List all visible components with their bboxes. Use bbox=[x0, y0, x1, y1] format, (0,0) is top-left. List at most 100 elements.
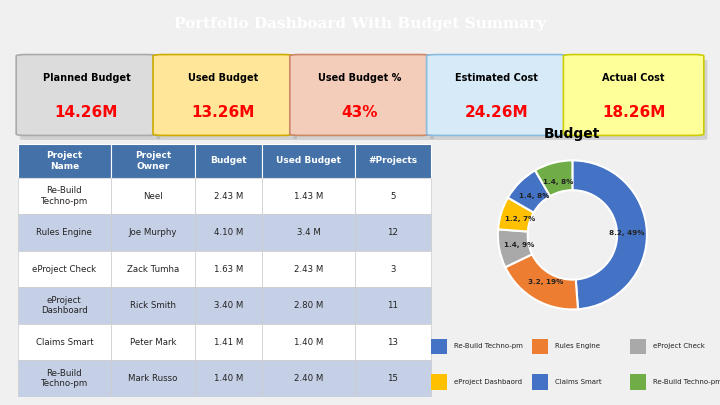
Text: Project
Owner: Project Owner bbox=[135, 151, 171, 171]
Text: 1.40 M: 1.40 M bbox=[214, 374, 243, 383]
Bar bbox=[262, 144, 355, 178]
Wedge shape bbox=[498, 229, 532, 267]
Text: Planned Budget: Planned Budget bbox=[42, 73, 130, 83]
Text: Project
Name: Project Name bbox=[46, 151, 83, 171]
FancyBboxPatch shape bbox=[289, 55, 430, 135]
Text: Re-Build
Techno-pm: Re-Build Techno-pm bbox=[41, 186, 88, 206]
FancyBboxPatch shape bbox=[294, 59, 433, 140]
Text: 1.4, 9%: 1.4, 9% bbox=[504, 242, 534, 248]
Text: Joe Murphy: Joe Murphy bbox=[129, 228, 177, 237]
Text: 13: 13 bbox=[387, 338, 398, 347]
FancyBboxPatch shape bbox=[431, 59, 571, 140]
FancyBboxPatch shape bbox=[563, 55, 704, 135]
Text: Rick Smith: Rick Smith bbox=[130, 301, 176, 310]
Bar bbox=[111, 288, 195, 324]
Bar bbox=[111, 251, 195, 288]
Bar bbox=[111, 144, 195, 178]
Text: 2.43 M: 2.43 M bbox=[214, 192, 243, 201]
Text: Peter Mark: Peter Mark bbox=[130, 338, 176, 347]
Text: 11: 11 bbox=[387, 301, 398, 310]
Bar bbox=[195, 144, 262, 178]
Text: Rules Engine: Rules Engine bbox=[555, 343, 600, 350]
Text: 4.10 M: 4.10 M bbox=[214, 228, 243, 237]
Bar bbox=[532, 339, 548, 354]
Wedge shape bbox=[508, 171, 550, 213]
Text: #Projects: #Projects bbox=[369, 156, 418, 165]
Text: Used Budget %: Used Budget % bbox=[318, 73, 402, 83]
Text: 1.4, 8%: 1.4, 8% bbox=[543, 179, 574, 185]
Text: 13.26M: 13.26M bbox=[192, 104, 255, 119]
Bar bbox=[355, 214, 431, 251]
Wedge shape bbox=[572, 160, 647, 309]
FancyBboxPatch shape bbox=[19, 59, 160, 140]
Title: Budget: Budget bbox=[544, 127, 600, 141]
Bar bbox=[18, 214, 111, 251]
Bar bbox=[111, 214, 195, 251]
Text: Used Budget: Used Budget bbox=[276, 156, 341, 165]
FancyBboxPatch shape bbox=[153, 55, 294, 135]
Text: 1.2, 7%: 1.2, 7% bbox=[505, 216, 536, 222]
Text: Estimated Cost: Estimated Cost bbox=[455, 73, 539, 83]
Bar bbox=[355, 178, 431, 214]
Text: Mark Russo: Mark Russo bbox=[128, 374, 177, 383]
Text: 1.4, 8%: 1.4, 8% bbox=[518, 194, 549, 199]
Text: Re-Build
Techno-pm: Re-Build Techno-pm bbox=[41, 369, 88, 388]
Text: 3.4 M: 3.4 M bbox=[297, 228, 320, 237]
Bar bbox=[355, 288, 431, 324]
Text: 12: 12 bbox=[387, 228, 398, 237]
Text: 2.80 M: 2.80 M bbox=[294, 301, 323, 310]
FancyBboxPatch shape bbox=[567, 59, 707, 140]
Bar bbox=[262, 324, 355, 360]
Bar bbox=[262, 214, 355, 251]
Text: 14.26M: 14.26M bbox=[55, 104, 118, 119]
Text: 2.40 M: 2.40 M bbox=[294, 374, 323, 383]
Bar bbox=[195, 251, 262, 288]
Text: 3.2, 19%: 3.2, 19% bbox=[528, 279, 563, 285]
Text: 5: 5 bbox=[390, 192, 395, 201]
Bar bbox=[18, 144, 111, 178]
Bar bbox=[262, 288, 355, 324]
Bar bbox=[355, 360, 431, 397]
Text: Rules Engine: Rules Engine bbox=[37, 228, 92, 237]
Text: Zack Tumha: Zack Tumha bbox=[127, 265, 179, 274]
Text: 3: 3 bbox=[390, 265, 395, 274]
FancyBboxPatch shape bbox=[426, 55, 567, 135]
Text: Re-Build Techno-pm: Re-Build Techno-pm bbox=[653, 379, 720, 385]
Text: Budget: Budget bbox=[210, 156, 247, 165]
Bar bbox=[262, 251, 355, 288]
Bar bbox=[431, 374, 447, 390]
Bar bbox=[111, 178, 195, 214]
Text: 24.26M: 24.26M bbox=[465, 104, 528, 119]
Bar bbox=[18, 251, 111, 288]
Text: Neel: Neel bbox=[143, 192, 163, 201]
Text: 1.43 M: 1.43 M bbox=[294, 192, 323, 201]
Wedge shape bbox=[505, 254, 578, 309]
Bar bbox=[262, 178, 355, 214]
Text: 15: 15 bbox=[387, 374, 398, 383]
Bar bbox=[18, 360, 111, 397]
Bar bbox=[355, 324, 431, 360]
Wedge shape bbox=[535, 160, 572, 196]
Bar bbox=[195, 214, 262, 251]
FancyBboxPatch shape bbox=[156, 59, 297, 140]
Text: eProject Check: eProject Check bbox=[653, 343, 705, 350]
Bar bbox=[18, 178, 111, 214]
Bar bbox=[195, 360, 262, 397]
Bar bbox=[18, 288, 111, 324]
Text: Re-Build Techno-pm: Re-Build Techno-pm bbox=[454, 343, 523, 350]
Bar bbox=[630, 339, 646, 354]
Text: eProject
Dashboard: eProject Dashboard bbox=[41, 296, 88, 315]
Bar bbox=[532, 374, 548, 390]
Text: 3.40 M: 3.40 M bbox=[214, 301, 243, 310]
Bar bbox=[262, 360, 355, 397]
Text: 1.41 M: 1.41 M bbox=[214, 338, 243, 347]
Text: 2.43 M: 2.43 M bbox=[294, 265, 323, 274]
Bar bbox=[195, 288, 262, 324]
Text: Actual Cost: Actual Cost bbox=[603, 73, 665, 83]
Bar bbox=[195, 178, 262, 214]
Text: 1.63 M: 1.63 M bbox=[214, 265, 243, 274]
Text: 8.2, 49%: 8.2, 49% bbox=[609, 230, 644, 236]
Bar bbox=[111, 324, 195, 360]
Text: 18.26M: 18.26M bbox=[602, 104, 665, 119]
Bar bbox=[111, 360, 195, 397]
